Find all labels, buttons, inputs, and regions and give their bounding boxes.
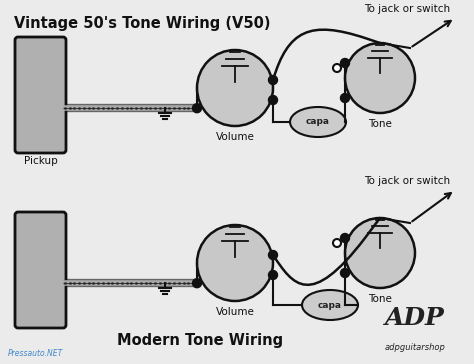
Text: Tone: Tone bbox=[368, 294, 392, 304]
Text: To jack or switch: To jack or switch bbox=[364, 4, 450, 14]
Circle shape bbox=[197, 225, 273, 301]
Circle shape bbox=[268, 75, 277, 84]
FancyBboxPatch shape bbox=[15, 212, 66, 328]
Circle shape bbox=[340, 94, 349, 103]
Circle shape bbox=[333, 239, 341, 247]
Ellipse shape bbox=[290, 107, 346, 137]
Ellipse shape bbox=[302, 290, 358, 320]
Text: To jack or switch: To jack or switch bbox=[364, 176, 450, 186]
Circle shape bbox=[268, 95, 277, 104]
Text: Modern Tone Wiring: Modern Tone Wiring bbox=[117, 333, 283, 348]
Text: capa: capa bbox=[318, 301, 342, 309]
Circle shape bbox=[340, 269, 349, 277]
Circle shape bbox=[333, 64, 341, 72]
Text: ADP: ADP bbox=[385, 306, 445, 330]
Circle shape bbox=[340, 233, 349, 242]
Text: adpguitarshop: adpguitarshop bbox=[384, 343, 446, 352]
Circle shape bbox=[345, 218, 415, 288]
Text: Vintage 50's Tone Wiring (V50): Vintage 50's Tone Wiring (V50) bbox=[14, 16, 271, 31]
FancyBboxPatch shape bbox=[15, 37, 66, 153]
Text: capa: capa bbox=[306, 118, 330, 127]
Circle shape bbox=[340, 59, 349, 67]
Circle shape bbox=[268, 250, 277, 260]
Circle shape bbox=[345, 43, 415, 113]
Text: Tone: Tone bbox=[368, 119, 392, 129]
Circle shape bbox=[192, 279, 201, 288]
Circle shape bbox=[268, 270, 277, 280]
Circle shape bbox=[192, 104, 201, 113]
Text: Volume: Volume bbox=[216, 132, 255, 142]
Circle shape bbox=[197, 50, 273, 126]
Text: Pressauto.NET: Pressauto.NET bbox=[8, 349, 63, 358]
Text: Volume: Volume bbox=[216, 307, 255, 317]
Text: Pickup: Pickup bbox=[24, 156, 57, 166]
